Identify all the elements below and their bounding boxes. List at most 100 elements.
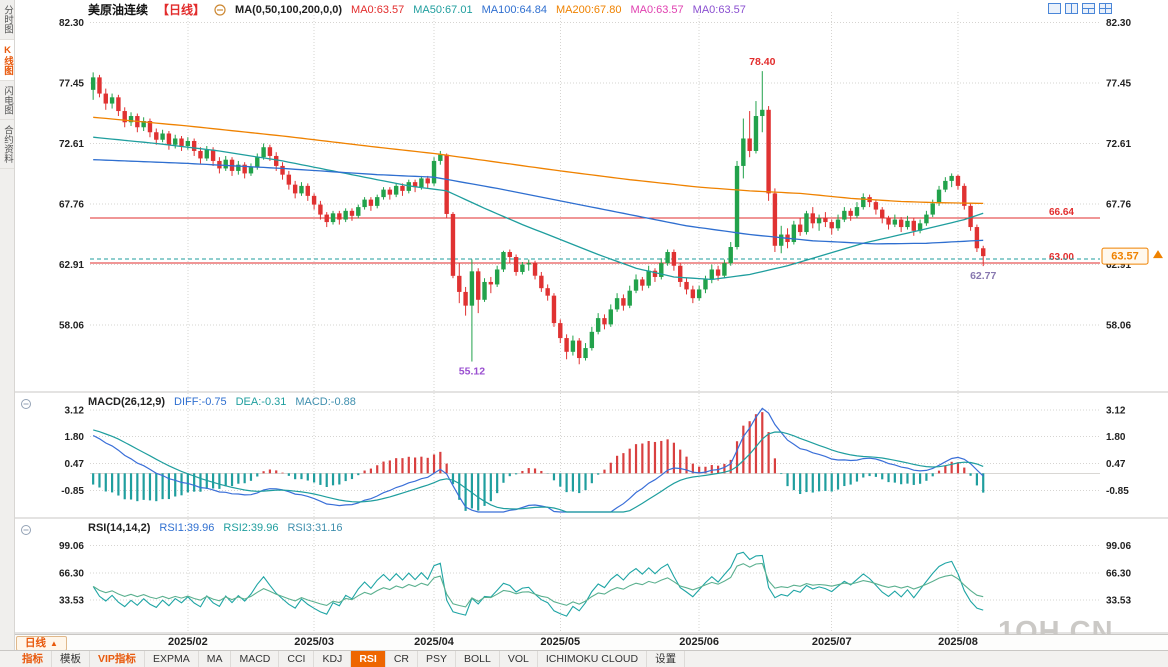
- x-axis-month-label: 2025/07: [811, 636, 852, 648]
- rsi-title: RSI(14,14,2): [88, 521, 151, 534]
- ma-line-MA100: [93, 159, 984, 245]
- triple-view-icon[interactable]: [1082, 3, 1095, 14]
- svg-text:66.30: 66.30: [1106, 568, 1131, 579]
- toolbar-item-BOLL[interactable]: BOLL: [456, 651, 500, 667]
- svg-text:62.91: 62.91: [59, 260, 84, 271]
- rsi-header: RSI(14,14,2) RSI1:39.96 RSI2:39.96 RSI3:31…: [88, 520, 343, 535]
- ma-readouts-item: MA0:63.57: [630, 3, 684, 16]
- toolbar-item-设置[interactable]: 设置: [647, 651, 686, 667]
- macd-readouts-item: DEA:-0.31: [235, 395, 287, 408]
- svg-text:67.76: 67.76: [1106, 199, 1131, 210]
- toolbar-item-VIP指标[interactable]: VIP指标: [90, 651, 145, 667]
- chart-region: 82.30 82.30 77.45 77.45 72.61 72.61 67.76 67.76…: [14, 0, 1168, 634]
- toolbar-item-ICHIMOKU CLOUD[interactable]: ICHIMOKU CLOUD: [538, 651, 648, 667]
- rsi-slow-line: [92, 562, 984, 608]
- last-price-badge: [1101, 247, 1163, 265]
- svg-text:58.06: 58.06: [1106, 320, 1131, 331]
- svg-text:1.80: 1.80: [1106, 432, 1126, 443]
- period-selector-label: 日线: [25, 637, 46, 649]
- svg-text:63.00: 63.00: [1049, 252, 1074, 263]
- svg-text:66.30: 66.30: [59, 568, 84, 579]
- svg-text:82.30: 82.30: [59, 18, 84, 29]
- rsi-readouts-item: RSI3:31.16: [287, 521, 343, 534]
- x-axis-month-label: 2025/04: [414, 636, 454, 648]
- svg-text:33.53: 33.53: [1106, 596, 1131, 607]
- x-axis-month-label: 2025/03: [294, 636, 334, 648]
- svg-text:72.61: 72.61: [59, 139, 84, 150]
- toolbar-item-KDJ[interactable]: KDJ: [314, 651, 352, 667]
- toolbar-item-CR[interactable]: CR: [386, 651, 418, 667]
- sidebar-tab-lightning-chart[interactable]: 闪电图: [0, 81, 14, 120]
- svg-text:72.61: 72.61: [1106, 139, 1131, 150]
- rsi-readouts: RSI1:39.96 RSI2:39.96 RSI3:31.16: [159, 522, 342, 534]
- svg-text:99.06: 99.06: [1106, 541, 1131, 552]
- svg-text:33.53: 33.53: [59, 596, 84, 607]
- svg-text:3.12: 3.12: [65, 405, 85, 416]
- chart-canvas[interactable]: 82.30 82.30 77.45 77.45 72.61 72.61 67.76 67.76…: [14, 0, 1168, 634]
- macd-histogram: [92, 412, 985, 511]
- last-price-value: 63.57: [1111, 251, 1139, 263]
- macd-readouts-item: DIFF:-0.75: [174, 395, 227, 408]
- toolbar-item-EXPMA[interactable]: EXPMA: [145, 651, 199, 667]
- toolbar-item-MA[interactable]: MA: [199, 651, 232, 667]
- svg-text:67.76: 67.76: [59, 199, 84, 210]
- x-axis-row: 日线 ▲ 2025/02 2025/03 2025/04 2025/05 2025/06 2…: [14, 634, 1168, 651]
- sidebar-tab-kline-chart[interactable]: K线图: [0, 39, 14, 81]
- chart-header: 美原油连续 【日线】 MA(0,50,100,200,0,0) MA0:63.5…: [88, 2, 746, 17]
- layout-icon-group: [1048, 3, 1112, 14]
- left-sidebar: 分时图 K线图 闪电图 合约资料: [0, 0, 15, 650]
- panel-collapse-icon[interactable]: [21, 399, 31, 409]
- macd-diff-line: [92, 407, 984, 513]
- macd-header: MACD(26,12,9) DIFF:-0.75 DEA:-0.31 MACD:-0…: [88, 394, 356, 409]
- period-selector-button[interactable]: 日线 ▲: [16, 636, 67, 651]
- symbol-name: 美原油连续: [88, 3, 149, 17]
- single-view-icon[interactable]: [1048, 3, 1061, 14]
- svg-text:-0.85: -0.85: [61, 486, 84, 497]
- macd-title: MACD(26,12,9): [88, 395, 166, 408]
- ma-line-MA50: [93, 136, 984, 281]
- rsi-readouts-item: RSI1:39.96: [159, 521, 215, 534]
- ma-readouts-item: MA0:63.57: [692, 3, 746, 16]
- indicator-toolbar: 指标 模板 VIP指标 EXPMA MA MACD CCI KDJ RSI CR PSY BOLL VO…: [0, 650, 1168, 667]
- svg-text:55.12: 55.12: [459, 366, 485, 378]
- toolbar-item-VOL[interactable]: VOL: [500, 651, 538, 667]
- toolbar-item-PSY[interactable]: PSY: [418, 651, 457, 667]
- svg-text:3.12: 3.12: [1106, 405, 1126, 416]
- svg-text:58.06: 58.06: [59, 320, 84, 331]
- sidebar-tab-time-chart[interactable]: 分时图: [0, 0, 14, 40]
- ma-readouts-item: MA100:64.84: [481, 3, 548, 16]
- dual-view-icon[interactable]: [1065, 3, 1078, 14]
- toolbar-item-CCI[interactable]: CCI: [279, 651, 315, 667]
- ma-line-MA200: [93, 116, 984, 205]
- rsi-readouts-item: RSI2:39.96: [223, 521, 279, 534]
- toolbar-item-RSI[interactable]: RSI: [351, 651, 386, 667]
- x-axis-month-label: 2025/05: [540, 636, 581, 648]
- toolbar-item-MACD[interactable]: MACD: [231, 651, 280, 667]
- price-up-arrow-icon: [1153, 250, 1163, 259]
- quad-view-icon[interactable]: [1099, 3, 1112, 14]
- ma-readouts-item: MA50:67.01: [413, 3, 473, 16]
- svg-text:77.45: 77.45: [1106, 78, 1131, 89]
- panel-collapse-icon[interactable]: [21, 525, 31, 535]
- svg-text:1.80: 1.80: [65, 432, 85, 443]
- svg-text:82.30: 82.30: [1106, 18, 1131, 29]
- x-axis-month-label: 2025/08: [938, 636, 978, 648]
- svg-text:78.40: 78.40: [749, 56, 775, 68]
- toolbar-item-指标[interactable]: 指标: [14, 651, 52, 667]
- toolbar-item-模板[interactable]: 模板: [52, 651, 90, 667]
- svg-text:62.91: 62.91: [1106, 260, 1131, 271]
- macd-dea-line: [93, 429, 984, 513]
- x-axis-month-label: 2025/06: [679, 636, 720, 648]
- ma-readouts-item: MA0:63.57: [351, 3, 405, 16]
- svg-text:99.06: 99.06: [59, 541, 84, 552]
- svg-text:-0.85: -0.85: [1106, 486, 1129, 497]
- ma-settings: MA(0,50,100,200,0,0): [235, 3, 343, 16]
- svg-text:77.45: 77.45: [59, 78, 84, 89]
- chevron-up-icon: ▲: [50, 639, 58, 648]
- candlestick-series: [90, 71, 986, 365]
- svg-text:0.47: 0.47: [1106, 459, 1126, 470]
- sidebar-tab-contract-info[interactable]: 合约资料: [0, 120, 14, 169]
- chart-style-icon[interactable]: [214, 3, 226, 16]
- x-axis-month-label: 2025/02: [167, 636, 208, 648]
- svg-text:0.47: 0.47: [65, 459, 85, 470]
